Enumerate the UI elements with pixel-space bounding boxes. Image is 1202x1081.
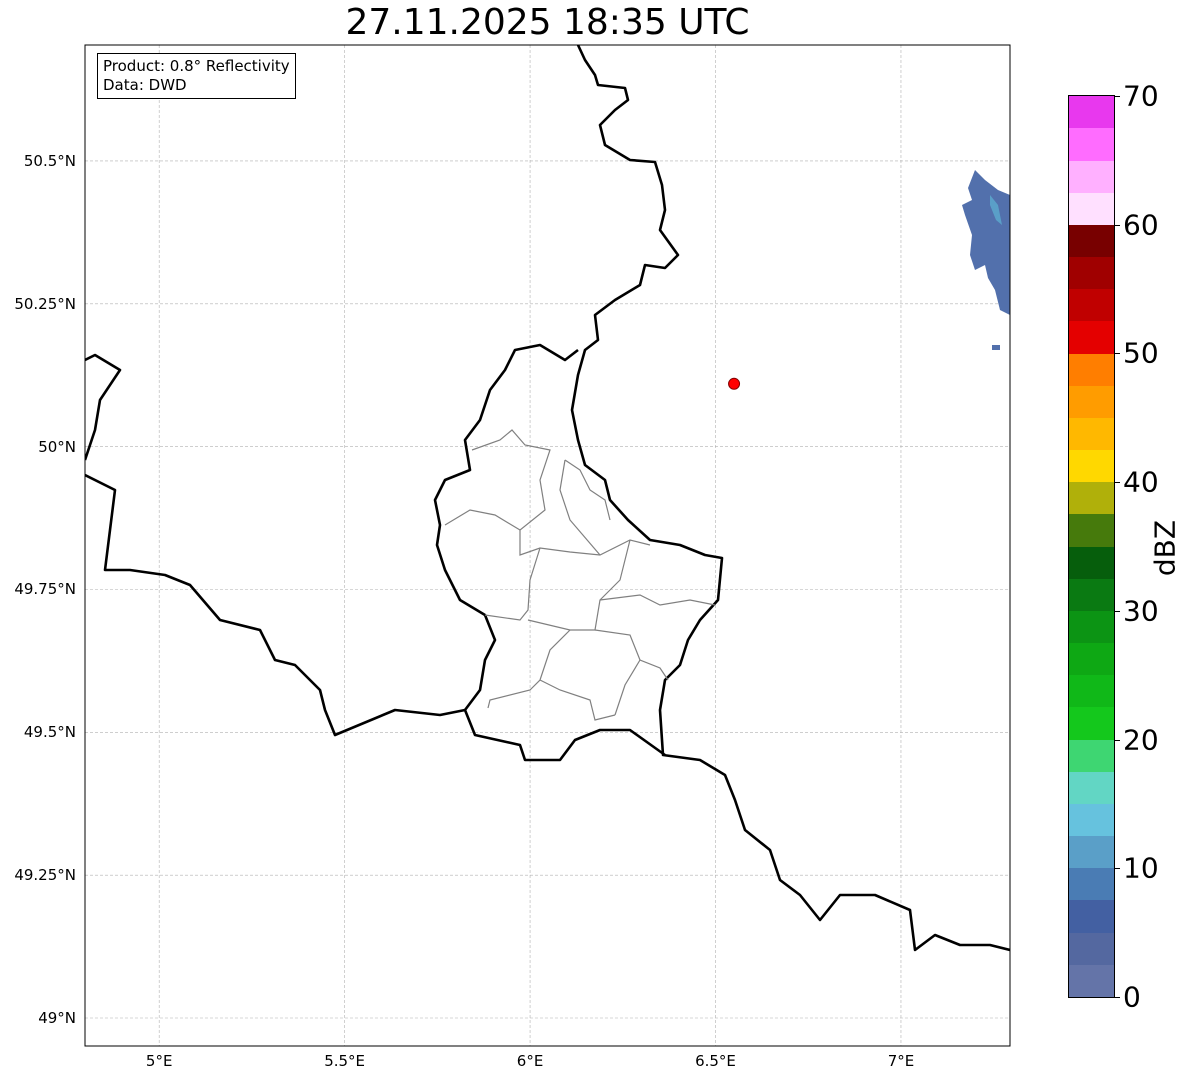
colorbar-tick-mark xyxy=(1114,739,1120,741)
colorbar-segment xyxy=(1069,257,1114,290)
border-france-belgium xyxy=(85,473,466,737)
lat-tick-label: 49.5°N xyxy=(23,723,76,742)
colorbar-segment xyxy=(1069,932,1114,965)
lat-tick-label: 49.25°N xyxy=(14,866,76,885)
colorbar-segment xyxy=(1069,417,1114,451)
colorbar-segment xyxy=(1069,321,1114,354)
colorbar xyxy=(1068,95,1115,998)
product-label: Product: 0.8° Reflectivity xyxy=(103,57,290,75)
colorbar-label: dBZ xyxy=(1148,519,1182,577)
colorbar-segment xyxy=(1069,643,1114,676)
colorbar-segment xyxy=(1069,128,1114,161)
colorbar-tick-mark xyxy=(1114,610,1120,612)
colorbar-tick-label: 10 xyxy=(1123,851,1159,885)
colorbar-tick-mark xyxy=(1114,96,1120,97)
colorbar-segment xyxy=(1069,160,1114,193)
data-source-label: Data: DWD xyxy=(103,76,187,94)
colorbar-segment xyxy=(1069,450,1114,483)
radar-echo-core xyxy=(990,195,1002,225)
colorbar-segment xyxy=(1069,900,1114,933)
colorbar-tick-label: 70 xyxy=(1123,79,1159,113)
colorbar-tick-label: 20 xyxy=(1123,723,1159,757)
radar-echo-speck xyxy=(992,345,1000,350)
colorbar-segment xyxy=(1069,610,1114,644)
admin-boundaries xyxy=(444,429,716,721)
colorbar-tick-mark xyxy=(1114,997,1120,998)
colorbar-tick-label: 40 xyxy=(1123,465,1159,499)
colorbar-tick-label: 30 xyxy=(1123,594,1159,628)
lat-tick-label: 50.5°N xyxy=(23,151,76,170)
map-frame xyxy=(84,44,1011,1047)
lat-tick-label: 49.75°N xyxy=(14,580,76,599)
colorbar-segment xyxy=(1069,96,1114,129)
colorbar-segment xyxy=(1069,353,1114,386)
lon-tick-label: 6.5°E xyxy=(695,1052,736,1070)
lat-tick-label: 49°N xyxy=(38,1009,76,1027)
border-germany xyxy=(570,45,1010,952)
radar-echo xyxy=(962,170,1010,315)
lon-tick-label: 5°E xyxy=(145,1052,173,1070)
colorbar-segment xyxy=(1069,707,1114,740)
lon-tick-label: 5.5°E xyxy=(324,1052,366,1070)
colorbar-segment xyxy=(1069,546,1114,579)
colorbar-segment xyxy=(1069,868,1114,901)
colorbar-tick-label: 50 xyxy=(1123,336,1159,370)
colorbar-tick-label: 60 xyxy=(1123,208,1159,242)
colorbar-segment xyxy=(1069,836,1114,869)
map-title: 27.11.2025 18:35 UTC xyxy=(345,2,750,43)
colorbar-segment xyxy=(1069,224,1114,258)
colorbar-segment xyxy=(1069,385,1114,418)
colorbar-tick-mark xyxy=(1114,482,1120,484)
colorbar-segment xyxy=(1069,739,1114,772)
border-luxembourg xyxy=(433,343,666,762)
lon-tick-label: 7°E xyxy=(887,1052,915,1070)
colorbar-segment xyxy=(1069,514,1114,547)
colorbar-segment xyxy=(1069,964,1114,997)
colorbar-tick-mark xyxy=(1114,353,1120,355)
lat-tick-label: 50.25°N xyxy=(14,294,76,313)
border-france-belgium-north xyxy=(85,353,122,461)
colorbar-segment xyxy=(1069,771,1114,804)
site-marker xyxy=(728,377,741,390)
colorbar-segment xyxy=(1069,675,1114,708)
lat-tick-label: 50°N xyxy=(38,437,76,456)
colorbar-segment xyxy=(1069,289,1114,322)
colorbar-segment xyxy=(1069,482,1114,515)
colorbar-segment xyxy=(1069,803,1114,837)
info-box: Product: 0.8° Reflectivity Data: DWD xyxy=(97,53,296,99)
colorbar-tick-mark xyxy=(1114,224,1120,226)
colorbar-segment xyxy=(1069,578,1114,611)
lon-tick-label: 6°E xyxy=(516,1052,544,1070)
gridlines xyxy=(85,45,1010,1046)
colorbar-tick-label: 0 xyxy=(1123,980,1141,1014)
colorbar-segment xyxy=(1069,192,1114,225)
colorbar-tick-mark xyxy=(1114,868,1120,870)
